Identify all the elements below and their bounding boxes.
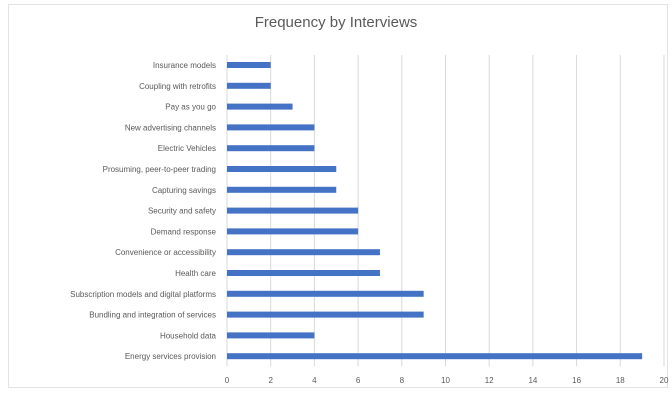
x-tick-label: 10 <box>441 376 450 385</box>
category-label: Subscription models and digital platform… <box>70 290 216 299</box>
category-label: Prosuming, peer-to-peer trading <box>103 165 216 174</box>
chart-title: Frequency by Interviews <box>254 14 418 31</box>
category-label: Coupling with retrofits <box>139 82 216 91</box>
x-tick-label: 8 <box>400 376 405 385</box>
category-label: Bundling and integration of services <box>89 311 216 320</box>
x-tick-label: 14 <box>528 376 537 385</box>
category-label: Security and safety <box>148 207 216 216</box>
x-tick-label: 4 <box>312 376 317 385</box>
x-axis-tick-labels: 0 2 4 6 8 10 12 14 16 18 20 <box>225 376 669 385</box>
bar <box>227 207 359 214</box>
bar <box>227 186 337 193</box>
bar <box>227 166 337 172</box>
bar <box>227 353 643 360</box>
category-label: Household data <box>160 331 217 340</box>
bar <box>227 249 380 256</box>
x-tick-label: 0 <box>225 376 230 385</box>
category-label: Pay as you go <box>165 103 216 112</box>
bars <box>227 62 643 360</box>
category-label: Insurance models <box>153 61 216 70</box>
bar <box>227 311 424 318</box>
category-label: Health care <box>175 269 216 278</box>
bar <box>227 103 293 110</box>
x-tick-label: 20 <box>660 376 669 385</box>
x-tick-label: 2 <box>268 376 273 385</box>
category-label: New advertising channels <box>125 123 216 132</box>
x-tick-label: 18 <box>616 376 625 385</box>
category-label: Energy services provision <box>125 352 216 361</box>
bar <box>227 62 271 68</box>
x-tick-label: 6 <box>356 376 361 385</box>
chart-frame <box>8 4 668 388</box>
category-label: Demand response <box>151 227 217 236</box>
bar <box>227 145 315 152</box>
bar <box>227 290 424 297</box>
category-label: Convenience or accessibility <box>115 248 216 257</box>
x-tick-label: 12 <box>485 376 494 385</box>
category-label: Capturing savings <box>152 186 216 195</box>
bar <box>227 332 315 339</box>
bar <box>227 270 380 276</box>
bar <box>227 82 271 89</box>
bar <box>227 124 315 131</box>
category-label: Electric Vehicles <box>158 144 216 153</box>
x-tick-label: 16 <box>572 376 581 385</box>
bar <box>227 228 359 235</box>
category-labels: Insurance models Coupling with retrofits P… <box>70 61 216 361</box>
